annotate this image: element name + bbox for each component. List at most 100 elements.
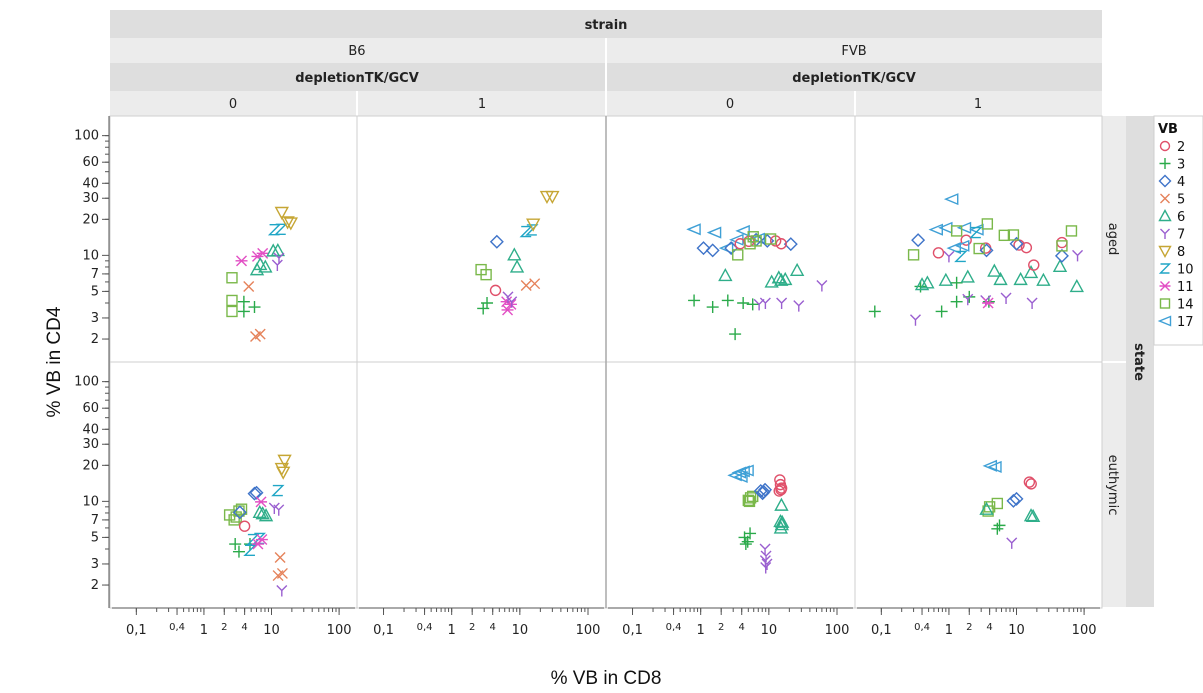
legend-marker-vb6 bbox=[1158, 209, 1172, 222]
data-point-vb6 bbox=[979, 501, 994, 515]
data-point-vb6 bbox=[1013, 271, 1028, 286]
panel-bg bbox=[109, 115, 358, 363]
data-point-vb8 bbox=[274, 206, 289, 220]
x-tick-label: 2 bbox=[469, 622, 475, 633]
data-point-vb11 bbox=[501, 304, 514, 316]
data-point-vb8 bbox=[283, 217, 298, 231]
panel-bg bbox=[109, 361, 358, 609]
data-point-vb6 bbox=[774, 497, 789, 511]
panel-layer bbox=[109, 115, 1103, 609]
data-point-vb6 bbox=[1023, 264, 1039, 279]
data-point-vb14 bbox=[744, 492, 757, 504]
data-point-vb4 bbox=[979, 243, 994, 258]
data-point-vb6 bbox=[960, 269, 975, 283]
legend: VB 2 3 4 5 6 7 8 10 11 14 17 bbox=[1153, 115, 1203, 346]
data-point-vb6 bbox=[258, 508, 274, 522]
legend-marker-vb7 bbox=[1160, 228, 1170, 239]
data-point-vb2 bbox=[775, 482, 788, 494]
data-point-vb14 bbox=[998, 229, 1011, 242]
data-point-vb2 bbox=[1028, 259, 1040, 271]
data-point-vb7 bbox=[506, 296, 518, 308]
data-point-vb11 bbox=[235, 255, 248, 267]
data-point-vb17 bbox=[733, 470, 748, 483]
legend-label-vb14: 14 bbox=[1177, 298, 1194, 313]
panel-bg bbox=[854, 115, 1103, 363]
data-point-vb4 bbox=[1054, 248, 1069, 263]
data-point-vb17 bbox=[928, 223, 943, 236]
data-point-vb7 bbox=[759, 297, 771, 310]
x-tick-label: 0,4 bbox=[169, 622, 185, 633]
x-tick-label: 0,1 bbox=[622, 623, 643, 638]
x-tick-label: 0,4 bbox=[914, 622, 930, 633]
data-point-vb3 bbox=[232, 545, 245, 558]
data-point-vb6 bbox=[258, 259, 273, 273]
data-point-vb10 bbox=[519, 225, 533, 238]
x-tick-label: 4 bbox=[490, 622, 496, 633]
panel-bg bbox=[854, 361, 1103, 609]
data-point-vb6 bbox=[938, 272, 954, 286]
data-point-vb17 bbox=[718, 242, 734, 255]
y-tick-label: 3 bbox=[91, 557, 99, 572]
data-point-vb6 bbox=[789, 262, 805, 277]
state-level-aged: aged bbox=[1105, 223, 1120, 255]
data-point-vb2 bbox=[932, 247, 945, 259]
data-point-vb14 bbox=[226, 305, 238, 318]
panel-bg bbox=[356, 115, 607, 363]
header-bands bbox=[110, 10, 1154, 607]
strain-header-band bbox=[110, 10, 1102, 38]
x-tick-label: 2 bbox=[718, 622, 724, 633]
data-point-vb4 bbox=[1009, 491, 1024, 506]
data-point-vb3 bbox=[706, 301, 719, 314]
data-point-vb14 bbox=[1056, 240, 1068, 252]
x-tick-label: 1 bbox=[200, 623, 208, 638]
data-point-vb4 bbox=[696, 241, 711, 256]
x-tick-label: 4 bbox=[986, 622, 992, 633]
y-tick-label: 2 bbox=[91, 332, 99, 347]
data-point-vb2 bbox=[1023, 476, 1036, 488]
x-tick-label: 10 bbox=[512, 623, 529, 638]
x-tick-label: 1 bbox=[945, 623, 953, 638]
data-point-vb14 bbox=[747, 231, 759, 243]
data-point-vb3 bbox=[993, 519, 1006, 532]
data-point-vb7 bbox=[962, 293, 974, 306]
data-point-vb7 bbox=[1006, 537, 1018, 549]
panel-bg bbox=[605, 361, 856, 609]
y-tick-label: 7 bbox=[91, 267, 99, 282]
data-point-vb4 bbox=[489, 234, 504, 249]
data-point-vb6 bbox=[1052, 258, 1068, 273]
data-point-vb6 bbox=[270, 242, 286, 257]
data-point-vb2 bbox=[1025, 478, 1037, 490]
data-point-vb3 bbox=[481, 297, 494, 310]
data-point-vb7 bbox=[760, 562, 772, 574]
data-point-vb8 bbox=[277, 454, 292, 468]
data-point-vb6 bbox=[509, 259, 525, 273]
data-point-vb4 bbox=[705, 243, 720, 258]
data-point-vb6 bbox=[771, 270, 786, 284]
legend-marker-vb8 bbox=[1158, 245, 1172, 258]
state-header-title: state bbox=[1131, 343, 1146, 381]
data-point-vb11 bbox=[251, 538, 264, 550]
depletion-level-fvb-1: 1 bbox=[974, 97, 982, 112]
y-tick-label: 100 bbox=[74, 375, 99, 390]
data-point-vb4 bbox=[232, 505, 247, 520]
data-point-vb6 bbox=[775, 514, 790, 528]
x-tick-label: 4 bbox=[241, 622, 247, 633]
data-point-vb6 bbox=[993, 271, 1008, 286]
legend-marker-vb11 bbox=[1159, 281, 1171, 291]
y-tick-label: 30 bbox=[82, 437, 99, 452]
legend-label-vb10: 10 bbox=[1177, 263, 1194, 278]
depletion-level-fvb-0: 0 bbox=[726, 97, 734, 112]
data-point-vb6 bbox=[718, 267, 733, 282]
x-tick-label: 0,1 bbox=[373, 623, 394, 638]
legend-marker-vb10 bbox=[1158, 263, 1172, 274]
data-point-vb11 bbox=[982, 297, 995, 309]
legend-label-vb8: 8 bbox=[1177, 245, 1185, 260]
x-tick-label: 10 bbox=[761, 623, 778, 638]
strain-header-title: strain bbox=[585, 18, 628, 33]
data-point-vb6 bbox=[914, 277, 930, 291]
y-tick-label: 2 bbox=[91, 578, 99, 593]
data-point-vb14 bbox=[480, 268, 492, 281]
data-point-vb14 bbox=[743, 495, 756, 508]
data-point-vb14 bbox=[750, 235, 762, 247]
data-point-vb3 bbox=[248, 301, 261, 314]
